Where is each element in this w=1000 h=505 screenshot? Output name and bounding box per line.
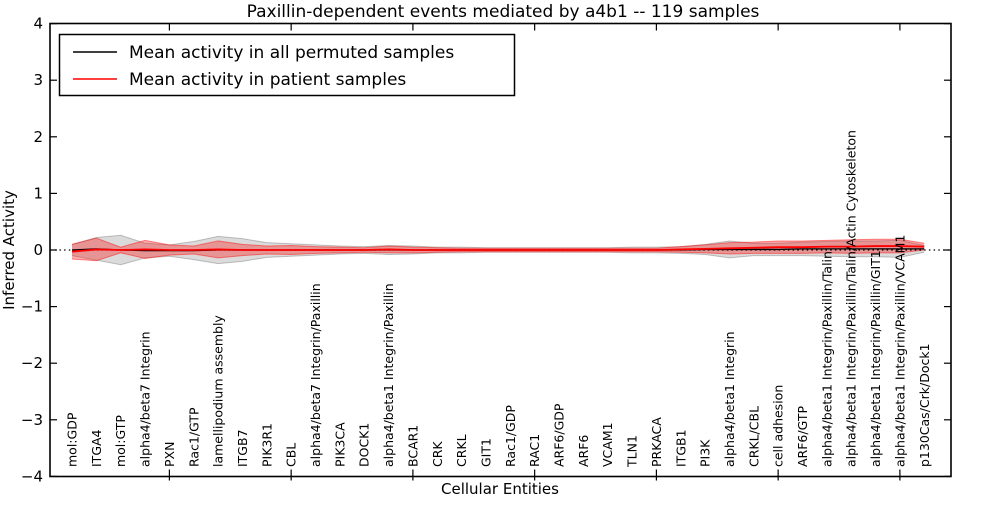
- y-tick-label: 1: [33, 184, 43, 202]
- x-tick-label: cell adhesion: [771, 385, 786, 467]
- x-tick-label: CRKL/CBL: [746, 406, 761, 467]
- y-tick-label: 4: [33, 15, 43, 33]
- mean-activity-lines: [71, 245, 925, 253]
- x-tick-label: ITGB1: [673, 429, 688, 467]
- y-tick-label: 0: [33, 241, 43, 259]
- patient-mean-line: [71, 245, 925, 253]
- x-tick-label: PRKACA: [649, 417, 664, 467]
- x-tick-label: alpha4/beta1 Integrin/Paxillin/Talin: [819, 251, 834, 467]
- x-tick-label: alpha4/beta1 Integrin/Paxillin/Talin/Act…: [844, 130, 859, 467]
- x-tick-label: alpha4/beta1 Integrin/Paxillin/GIT1: [868, 250, 883, 467]
- legend-label-patient: Mean activity in patient samples: [129, 70, 406, 90]
- x-tick-label: PIK3CA: [332, 422, 347, 467]
- x-axis-label: Cellular Entities: [441, 480, 559, 498]
- x-tick-label: ARF6: [576, 435, 591, 467]
- legend-box: [58, 33, 516, 97]
- patient-std-band-upper-edge: [71, 237, 925, 249]
- y-tick-label: 2: [33, 128, 43, 146]
- y-tick-labels: −4 −3 −2 −1 0 1 2 3 4: [21, 15, 43, 486]
- x-tick-label: CRK: [430, 441, 445, 467]
- legend-label-permuted: Mean activity in all permuted samples: [129, 43, 454, 63]
- patient-std-band-lower-edge: [71, 249, 925, 262]
- x-tick-label: ARF6/GDP: [552, 403, 567, 467]
- y-tick-label: −4: [21, 467, 43, 485]
- x-tick-label: RAC1: [527, 434, 542, 467]
- y-tick-label: −2: [21, 354, 43, 372]
- x-tick-label: PI3K: [698, 439, 713, 467]
- x-tick-label: BCAR1: [405, 425, 420, 467]
- x-tick-label: CBL: [284, 443, 299, 467]
- x-tick-label: Rac1/GDP: [503, 405, 518, 467]
- legend: Mean activity in all permuted samples Me…: [58, 33, 516, 97]
- x-tick-label: alpha4/beta7 Integrin/Paxillin: [308, 283, 323, 467]
- x-tick-label: mol:GDP: [65, 412, 80, 467]
- y-axis-label: Inferred Activity: [0, 190, 18, 310]
- x-tick-label: DOCK1: [357, 423, 372, 467]
- y-tick-label: 3: [33, 71, 43, 89]
- x-tick-label: alpha4/beta1 Integrin/Paxillin: [381, 283, 396, 467]
- x-tick-label: PXN: [162, 442, 177, 467]
- x-tick-label: GIT1: [478, 438, 493, 467]
- x-tick-label: alpha4/beta7 Integrin: [138, 331, 153, 467]
- permuted-std-band-lower-edge: [71, 251, 925, 266]
- x-tick-label: Rac1/GTP: [186, 407, 201, 467]
- x-tick-label: ARF6/GTP: [795, 406, 810, 467]
- x-tick-label: alpha4/beta1 Integrin: [722, 331, 737, 467]
- x-tick-label: mol:GTP: [113, 415, 128, 467]
- x-entity-labels: mol:GDP ITGA4 mol:GTP alpha4/beta7 Integrin…: [65, 130, 932, 468]
- x-tick-label: p130Cas/Crk/Dock1: [917, 343, 932, 467]
- x-tick-label: lamellipodium assembly: [211, 315, 226, 467]
- y-tick-label: −1: [21, 298, 43, 316]
- y-tick-label: −3: [21, 411, 43, 429]
- x-tick-label: alpha4/beta1 Integrin/Paxillin/VCAM1: [892, 235, 907, 467]
- x-tick-label: ITGB7: [235, 429, 250, 467]
- x-tick-label: ITGA4: [89, 429, 104, 467]
- permuted-std-band-upper-edge: [71, 234, 925, 249]
- chart-title: Paxillin-dependent events mediated by a4…: [247, 2, 760, 22]
- x-tick-label: CRKL: [454, 434, 469, 467]
- axis-tick-marks: [50, 23, 951, 481]
- x-tick-label: VCAM1: [600, 422, 615, 467]
- x-tick-label: PIK3R1: [259, 423, 274, 467]
- x-tick-label: TLN1: [625, 435, 640, 468]
